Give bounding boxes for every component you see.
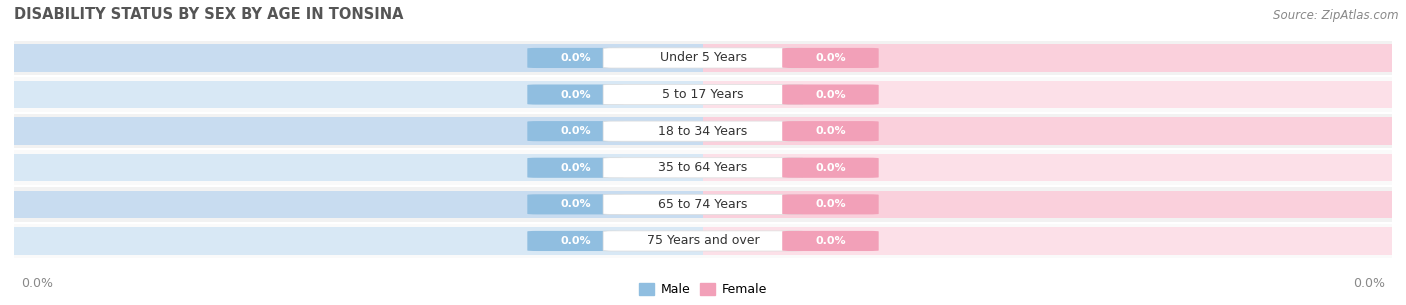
Text: 0.0%: 0.0% xyxy=(1353,277,1385,290)
FancyBboxPatch shape xyxy=(782,158,879,178)
Text: 0.0%: 0.0% xyxy=(560,126,591,136)
Bar xyxy=(703,44,1392,72)
Bar xyxy=(14,191,703,218)
Text: 18 to 34 Years: 18 to 34 Years xyxy=(658,125,748,138)
FancyBboxPatch shape xyxy=(527,84,624,105)
Bar xyxy=(14,223,1392,259)
FancyBboxPatch shape xyxy=(527,48,624,68)
Bar xyxy=(703,227,1392,255)
Text: 65 to 74 Years: 65 to 74 Years xyxy=(658,198,748,211)
Text: 0.0%: 0.0% xyxy=(815,90,846,99)
Text: 0.0%: 0.0% xyxy=(815,236,846,246)
FancyBboxPatch shape xyxy=(603,231,803,251)
Bar xyxy=(14,44,703,72)
FancyBboxPatch shape xyxy=(782,121,879,141)
Text: Source: ZipAtlas.com: Source: ZipAtlas.com xyxy=(1274,9,1399,22)
Bar xyxy=(14,40,1392,76)
Text: 35 to 64 Years: 35 to 64 Years xyxy=(658,161,748,174)
Bar xyxy=(14,227,703,255)
Text: 0.0%: 0.0% xyxy=(560,53,591,63)
FancyBboxPatch shape xyxy=(603,84,803,105)
Text: 0.0%: 0.0% xyxy=(21,277,53,290)
FancyBboxPatch shape xyxy=(782,231,879,251)
Bar xyxy=(14,186,1392,223)
FancyBboxPatch shape xyxy=(527,121,624,141)
Text: 0.0%: 0.0% xyxy=(560,199,591,209)
FancyBboxPatch shape xyxy=(603,158,803,178)
Bar xyxy=(14,154,703,181)
Text: 0.0%: 0.0% xyxy=(560,163,591,173)
FancyBboxPatch shape xyxy=(527,158,624,178)
FancyBboxPatch shape xyxy=(603,194,803,214)
FancyBboxPatch shape xyxy=(527,231,624,251)
Bar xyxy=(14,76,1392,113)
FancyBboxPatch shape xyxy=(782,48,879,68)
FancyBboxPatch shape xyxy=(603,48,803,68)
Text: 0.0%: 0.0% xyxy=(815,163,846,173)
Bar xyxy=(14,81,703,108)
Text: 5 to 17 Years: 5 to 17 Years xyxy=(662,88,744,101)
Text: 0.0%: 0.0% xyxy=(815,126,846,136)
FancyBboxPatch shape xyxy=(782,84,879,105)
Bar xyxy=(14,149,1392,186)
FancyBboxPatch shape xyxy=(603,121,803,141)
Text: 0.0%: 0.0% xyxy=(560,90,591,99)
Text: 0.0%: 0.0% xyxy=(560,236,591,246)
Bar xyxy=(14,113,1392,149)
Text: DISABILITY STATUS BY SEX BY AGE IN TONSINA: DISABILITY STATUS BY SEX BY AGE IN TONSI… xyxy=(14,7,404,22)
Bar xyxy=(14,117,703,145)
Text: 0.0%: 0.0% xyxy=(815,53,846,63)
Bar xyxy=(703,191,1392,218)
Text: 75 Years and over: 75 Years and over xyxy=(647,235,759,247)
Text: Under 5 Years: Under 5 Years xyxy=(659,52,747,64)
Bar xyxy=(703,117,1392,145)
Legend: Male, Female: Male, Female xyxy=(634,278,772,301)
FancyBboxPatch shape xyxy=(782,194,879,214)
Bar xyxy=(703,81,1392,108)
FancyBboxPatch shape xyxy=(527,194,624,214)
Bar xyxy=(703,154,1392,181)
Text: 0.0%: 0.0% xyxy=(815,199,846,209)
